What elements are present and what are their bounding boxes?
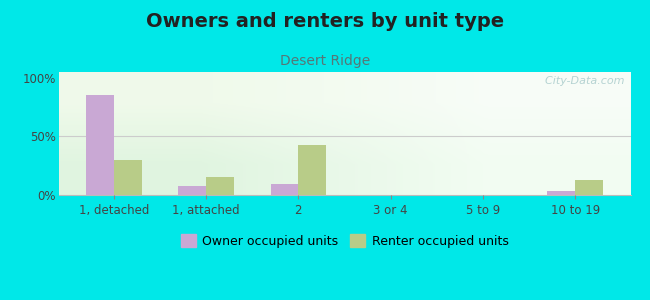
Bar — [270, 184, 298, 195]
Bar — [206, 177, 234, 195]
Text: Owners and renters by unit type: Owners and renters by unit type — [146, 12, 504, 31]
Bar — [547, 191, 575, 195]
Bar — [86, 95, 114, 195]
Bar — [298, 145, 326, 195]
Legend: Owner occupied units, Renter occupied units: Owner occupied units, Renter occupied un… — [176, 229, 514, 253]
Text: City-Data.com: City-Data.com — [538, 76, 625, 86]
Bar — [179, 186, 206, 195]
Bar — [575, 180, 603, 195]
Text: Desert Ridge: Desert Ridge — [280, 54, 370, 68]
Bar — [114, 160, 142, 195]
